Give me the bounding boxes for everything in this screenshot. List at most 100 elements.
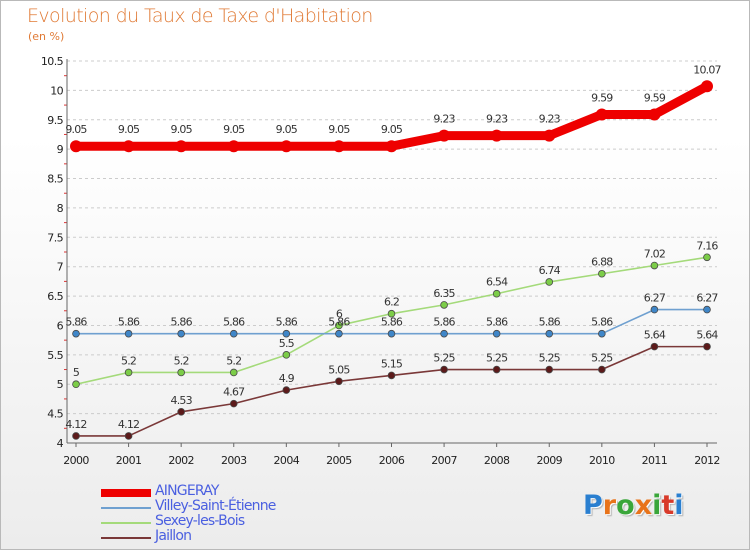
data-point bbox=[282, 386, 291, 394]
data-label: 5.86 bbox=[591, 316, 613, 329]
data-point bbox=[650, 261, 659, 270]
data-point bbox=[438, 129, 451, 142]
data-label: 9.05 bbox=[381, 123, 403, 136]
y-tick-label: 7 bbox=[57, 261, 64, 274]
logo-letter: t bbox=[661, 490, 675, 521]
data-point bbox=[440, 301, 448, 309]
data-label: 7.16 bbox=[696, 239, 718, 252]
data-label: 4.9 bbox=[279, 372, 295, 385]
logo-letter: i bbox=[674, 490, 684, 521]
data-point bbox=[703, 342, 711, 351]
data-label: 6.35 bbox=[433, 287, 455, 300]
data-label: 9.05 bbox=[171, 123, 193, 136]
data-point bbox=[440, 329, 448, 338]
data-label: 6.2 bbox=[384, 296, 399, 309]
y-tick-label: 6 bbox=[57, 319, 64, 332]
data-point bbox=[703, 305, 711, 314]
data-point bbox=[703, 253, 711, 262]
data-point bbox=[175, 140, 188, 153]
x-tick-label: 2012 bbox=[694, 454, 720, 467]
y-tick-label: 9.5 bbox=[47, 114, 63, 127]
data-point bbox=[282, 351, 291, 359]
data-label: 5.25 bbox=[539, 352, 561, 365]
data-label: 5.2 bbox=[174, 354, 189, 367]
data-point bbox=[124, 329, 133, 338]
data-label: 5.5 bbox=[279, 337, 295, 350]
legend-swatch bbox=[101, 537, 151, 539]
x-tick-label: 2002 bbox=[168, 454, 194, 467]
logo-letter: P bbox=[583, 490, 603, 521]
data-label: 4.67 bbox=[223, 386, 245, 399]
data-label: 9.59 bbox=[591, 91, 613, 104]
data-label: 5.86 bbox=[171, 316, 193, 329]
data-label: 5.86 bbox=[328, 316, 350, 329]
data-point bbox=[598, 329, 606, 338]
data-label: 4.12 bbox=[118, 418, 139, 431]
data-label: 9.23 bbox=[433, 113, 455, 126]
x-tick-label: 2005 bbox=[326, 454, 352, 467]
data-point bbox=[124, 368, 133, 377]
data-label: 6.54 bbox=[486, 276, 508, 289]
data-point bbox=[598, 269, 606, 278]
y-tick-label: 8 bbox=[57, 202, 64, 215]
legend-label: Sexey-les-Bois bbox=[155, 513, 245, 529]
y-tick-label: 7.5 bbox=[47, 231, 63, 244]
data-label: 9.23 bbox=[539, 113, 561, 126]
logo-letter: x bbox=[634, 490, 653, 521]
data-label: 5.15 bbox=[381, 357, 403, 370]
x-tick-label: 2006 bbox=[379, 454, 405, 467]
chart-subtitle: (en %) bbox=[28, 30, 65, 43]
data-point bbox=[650, 342, 659, 351]
data-label: 6.27 bbox=[696, 292, 718, 305]
data-label: 9.05 bbox=[118, 123, 140, 136]
y-tick-label: 10 bbox=[50, 84, 63, 97]
data-point bbox=[72, 432, 80, 440]
data-label: 9.05 bbox=[276, 123, 298, 136]
y-tick-label: 4 bbox=[57, 437, 64, 450]
data-point bbox=[385, 140, 398, 153]
data-point bbox=[177, 329, 185, 338]
x-tick-label: 2001 bbox=[116, 454, 142, 467]
data-point bbox=[387, 329, 396, 338]
x-tick-label: 2000 bbox=[63, 454, 89, 467]
data-label: 9.05 bbox=[328, 123, 350, 136]
legend-swatch bbox=[101, 522, 151, 524]
data-point bbox=[440, 365, 448, 374]
x-tick-label: 2010 bbox=[589, 454, 615, 467]
legend-label: Jaillon bbox=[155, 528, 192, 544]
data-point bbox=[177, 408, 185, 416]
data-label: 5.25 bbox=[486, 352, 508, 365]
data-point bbox=[545, 278, 554, 286]
data-label: 9.05 bbox=[65, 123, 87, 136]
x-tick-label: 2004 bbox=[274, 454, 300, 467]
data-point bbox=[229, 399, 238, 408]
data-point bbox=[387, 371, 396, 380]
proxiti-logo: Proxiti bbox=[583, 490, 684, 521]
data-point bbox=[335, 329, 343, 338]
data-label: 7.02 bbox=[644, 248, 665, 261]
data-label: 5.64 bbox=[696, 329, 718, 342]
data-label: 6.88 bbox=[591, 256, 613, 269]
data-point bbox=[545, 365, 554, 374]
data-label: 6 bbox=[336, 307, 343, 320]
x-tick-label: 2011 bbox=[642, 454, 668, 467]
data-point bbox=[72, 329, 80, 338]
data-label: 5 bbox=[73, 366, 80, 379]
legend-swatch bbox=[101, 507, 151, 509]
data-label: 6.74 bbox=[539, 264, 561, 277]
x-tick-label: 2008 bbox=[484, 454, 510, 467]
data-point bbox=[227, 140, 240, 153]
data-point bbox=[335, 377, 343, 386]
data-label: 5.86 bbox=[381, 316, 403, 329]
data-label: 5.86 bbox=[223, 316, 245, 329]
x-tick-label: 2003 bbox=[221, 454, 247, 467]
legend-label: Villey-Saint-Étienne bbox=[155, 498, 276, 514]
data-point bbox=[492, 289, 501, 298]
data-point bbox=[387, 309, 396, 318]
chart-title: Evolution du Taux de Taxe d'Habitation bbox=[27, 5, 373, 27]
data-point bbox=[229, 368, 238, 377]
data-label: 5.86 bbox=[433, 316, 455, 329]
data-label: 10.07 bbox=[693, 63, 721, 76]
data-label: 5.86 bbox=[118, 316, 140, 329]
